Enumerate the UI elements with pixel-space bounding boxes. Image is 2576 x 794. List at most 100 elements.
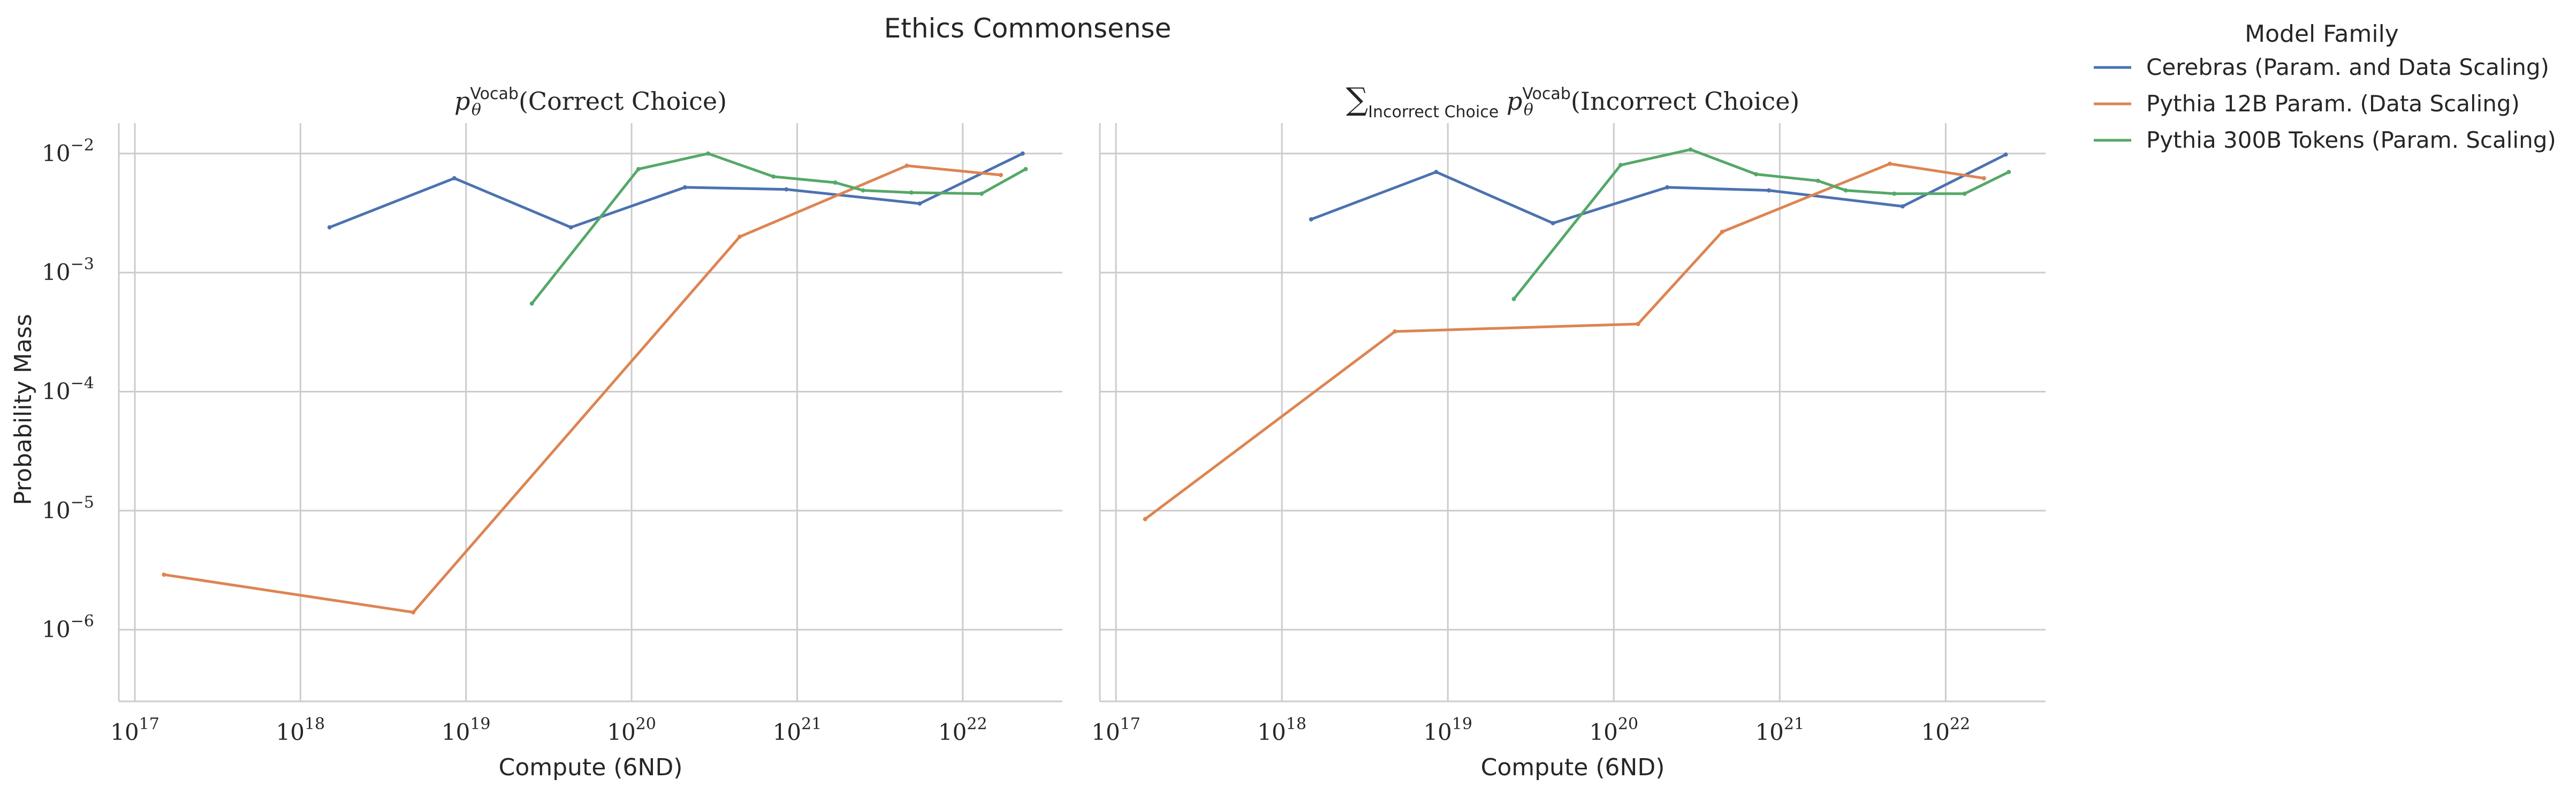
x-tick-base: 10 (110, 719, 139, 745)
sum-symbol: ∑ (1346, 81, 1368, 117)
data-point (452, 176, 457, 180)
axes-layer (118, 123, 2046, 702)
x-tick-label: 1018 (1257, 715, 1306, 745)
legend: Model Family Cerebras (Param. and Data S… (2094, 20, 2556, 153)
data-point (1766, 188, 1771, 193)
data-point (905, 163, 909, 168)
x-tick-base: 10 (938, 719, 967, 745)
data-point (1636, 322, 1640, 327)
y-tick-base: 10 (42, 616, 70, 642)
title-superscript: Vocab (1522, 85, 1570, 103)
data-point (1754, 172, 1759, 177)
x-tick-label: 1019 (442, 715, 491, 745)
data-point (784, 187, 789, 192)
x-tick-base: 10 (773, 719, 801, 745)
x-tick-label: 1017 (1091, 715, 1141, 745)
data-point (738, 235, 742, 239)
y-tick-label: 10−4 (42, 374, 94, 404)
data-point (682, 185, 687, 190)
title-subscript: θ (1524, 101, 1533, 119)
x-tick-exponent: 17 (139, 715, 159, 733)
data-point (568, 225, 573, 230)
data-point (1892, 191, 1897, 196)
data-point (909, 190, 914, 195)
y-tick-base: 10 (42, 497, 70, 524)
data-point (1618, 163, 1623, 168)
x-tick-exponent: 20 (636, 715, 656, 733)
x-tick-exponent: 21 (801, 715, 822, 733)
series-1-panel-1 (327, 151, 1025, 230)
x-axis-label: Compute (6ND) (1481, 754, 1665, 781)
title-superscript: Vocab (470, 85, 518, 103)
panel-2 (1099, 123, 2046, 702)
data-point (411, 610, 416, 615)
sum-subscript: Incorrect Choice (1368, 103, 1499, 122)
x-tick-base: 10 (276, 719, 305, 745)
x-tick-label: 1022 (938, 715, 987, 745)
figure-suptitle: Ethics Commonsense (884, 13, 1172, 44)
x-tick-base: 10 (1921, 719, 1950, 745)
x-tick-label: 1021 (773, 715, 822, 745)
series-2-panel-2 (1143, 161, 1986, 521)
data-point (833, 180, 838, 185)
y-tick-label: 10−2 (42, 136, 94, 167)
y-tick-exponent: −3 (71, 255, 94, 274)
x-tick-exponent: 21 (1784, 715, 1804, 733)
x-tick-label: 1017 (110, 715, 159, 745)
legend-item: Pythia 12B Param. (Data Scaling) (2094, 90, 2520, 117)
data-point (706, 151, 711, 156)
x-tick-label: 1019 (1423, 715, 1472, 745)
data-point (1551, 221, 1555, 225)
x-tick-base: 10 (1091, 719, 1120, 745)
legend-item: Pythia 300B Tokens (Param. Scaling) (2094, 127, 2556, 153)
legend-label: Pythia 12B Param. (Data Scaling) (2146, 90, 2520, 117)
panel-title: ∑Incorrect Choice pVocab θ (Incorrect Choi… (1346, 81, 1800, 122)
y-tick-label: 10−6 (42, 612, 94, 642)
data-point (1143, 517, 1148, 521)
title-p: p (1507, 87, 1522, 116)
x-tick-exponent: 22 (967, 715, 987, 733)
title-subscript: θ (472, 101, 481, 119)
legend-label: Pythia 300B Tokens (Param. Scaling) (2146, 127, 2556, 153)
data-point (861, 188, 865, 193)
x-tick-exponent: 19 (1452, 715, 1472, 733)
x-tick-label: 1020 (1589, 715, 1638, 745)
x-tick-base: 10 (1423, 719, 1452, 745)
panel-title: pVocab θ (Correct Choice) (454, 85, 727, 119)
x-tick-label: 1021 (1755, 715, 1804, 745)
title-body: (Incorrect Choice) (1571, 87, 1799, 116)
y-tick-base: 10 (42, 140, 70, 167)
y-tick-exponent: −6 (71, 612, 94, 631)
y-tick-label: 10−3 (42, 255, 94, 285)
x-tick-label: 1022 (1921, 715, 1971, 745)
y-tick-exponent: −2 (71, 136, 94, 155)
series-line (163, 164, 1002, 614)
data-point (1023, 167, 1028, 171)
data-point (1688, 147, 1693, 152)
series-line (530, 152, 1027, 305)
data-point (162, 572, 166, 577)
x-tick-base: 10 (607, 719, 635, 745)
y-axis-label: Probability Mass (10, 314, 37, 505)
data-point (1511, 297, 1516, 301)
data-point (529, 301, 534, 306)
series-2-panel-1 (162, 163, 1004, 615)
y-tick-exponent: −5 (71, 493, 94, 512)
data-point (1815, 178, 1820, 183)
panel-1 (118, 123, 1062, 702)
title-body: (Correct Choice) (519, 87, 727, 116)
data-point (1393, 329, 1397, 334)
series-line (328, 152, 1024, 229)
data-point (999, 172, 1004, 177)
x-tick-exponent: 18 (305, 715, 325, 733)
data-point (979, 191, 984, 196)
y-tick-base: 10 (42, 259, 70, 285)
data-point (1665, 185, 1670, 190)
y-tick-label: 10−5 (42, 493, 94, 524)
x-tick-base: 10 (442, 719, 470, 745)
data-point (771, 174, 776, 179)
legend-label: Cerebras (Param. and Data Scaling) (2146, 54, 2549, 80)
series-layer (162, 147, 2011, 615)
data-point (2007, 170, 2011, 175)
